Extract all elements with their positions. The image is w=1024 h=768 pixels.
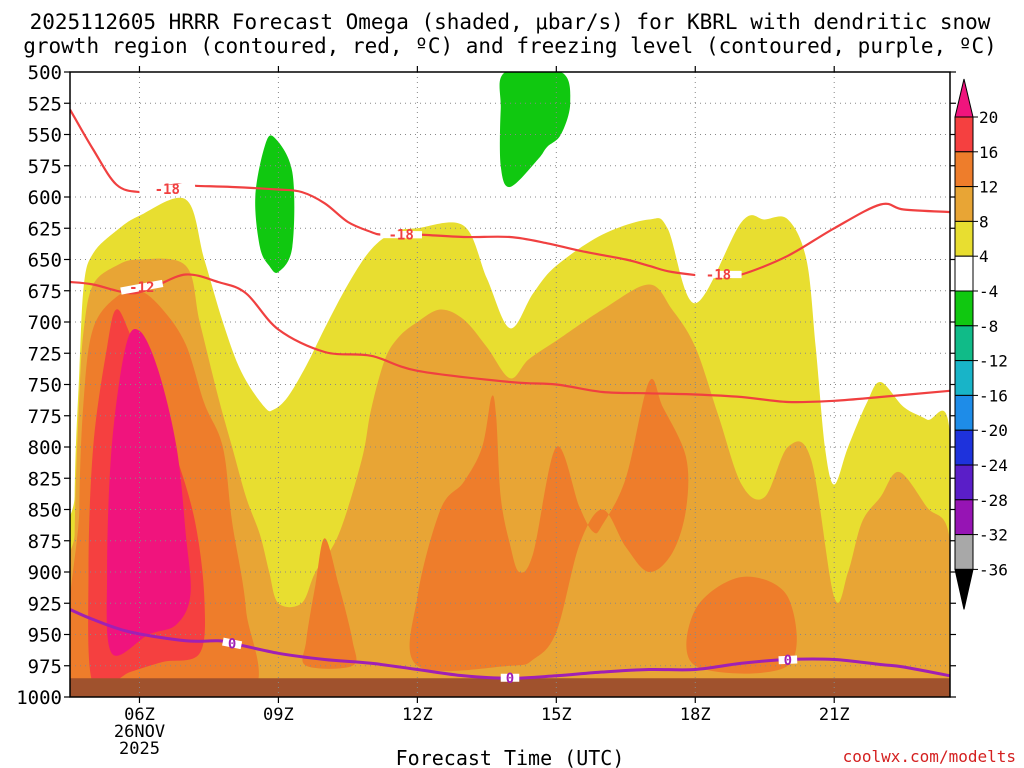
omega-12to16-b (302, 538, 357, 669)
colorbar-bottom-arrow (954, 568, 974, 610)
y-tick-label-725: 725 (28, 343, 62, 365)
contour-lines: -18 -18 -18 -12 0 0 0 (70, 108, 950, 687)
colorbar-tick-label-10: -24 (979, 456, 1008, 475)
chart-title-line2: growth region (contoured, red, ºC) and f… (23, 34, 997, 58)
colorbar-bin-10 (954, 429, 974, 466)
x-date-line2: 2025 (119, 739, 160, 759)
x-tick-label-06Z: 06Z (124, 705, 155, 725)
freezing-level-0C-contour-label: 0 (506, 671, 514, 687)
colorbar: 20 16 12 8 4 -4 -8 -12 -16 -20 -24 -28 -32 -36 (954, 78, 1008, 610)
dsg-minus12-contour-label: -12 (129, 280, 154, 296)
y-tick-label-575: 575 (28, 156, 62, 178)
y-tick-label-950: 950 (28, 625, 62, 647)
dsg-minus18-contour-label: -18 (706, 268, 731, 284)
dsg-minus18-contour-label-gap (139, 182, 196, 196)
x-axis-label: Forecast Time (UTC) (396, 746, 625, 768)
colorbar-tick-label-12: -32 (979, 526, 1008, 545)
colorbar-bin-3 (954, 186, 974, 222)
freezing-level-0C-contour-label-gap (778, 655, 798, 665)
y-tick-label-600: 600 (28, 187, 62, 209)
ground-layer (70, 678, 950, 697)
freezing-level-0C-contour (70, 608, 950, 680)
chart-title-line1: 2025112605 HRRR Forecast Omega (shaded, … (30, 10, 991, 34)
plot-area: -18 -18 -18 -12 0 0 0 (70, 72, 950, 697)
colorbar-bin-5 (954, 255, 974, 292)
dsg-minus12-contour (70, 273, 950, 404)
colorbar-tick-label-9: -20 (979, 421, 1008, 440)
y-tick-label-800: 800 (28, 437, 62, 459)
colorbar-bin-last (954, 534, 974, 570)
y-tick-label-700: 700 (28, 312, 62, 334)
omega-12to16-c (409, 378, 689, 672)
y-axis: 500 525 550 575 600 625 650 675 700 725 750 775 800 8… (16, 62, 956, 709)
y-tick-label-500: 500 (28, 62, 62, 84)
dsg-minus18-contour-label: -18 (389, 228, 414, 244)
colorbar-tick-label-8: -16 (979, 386, 1008, 405)
colorbar-bin-12 (954, 499, 974, 536)
y-tick-label-825: 825 (28, 468, 62, 490)
colorbar-bin-4 (954, 220, 974, 257)
colorbar-tick-label-5: -4 (979, 282, 998, 301)
omega-12to16-d (686, 576, 797, 674)
y-tick-label-750: 750 (28, 375, 62, 397)
colorbar-bin-1 (954, 116, 974, 153)
colorbar-bin-7 (954, 325, 974, 362)
colorbar-tick-label-4: 4 (979, 247, 989, 266)
colorbar-bin-9 (954, 394, 974, 431)
y-tick-label-875: 875 (28, 531, 62, 553)
x-tick-label-21Z: 21Z (819, 705, 850, 725)
dsg-minus18-contour-label: -18 (155, 182, 180, 198)
y-tick-label-625: 625 (28, 218, 62, 240)
x-tick-label-09Z: 09Z (263, 705, 294, 725)
colorbar-tick-label-13: -36 (979, 560, 1008, 579)
colorbar-tick-label-11: -28 (979, 491, 1008, 510)
colorbar-tick-label-6: -8 (979, 317, 998, 336)
omega-gt20 (106, 328, 191, 656)
y-tick-label-650: 650 (28, 250, 62, 272)
credit-text: coolwx.com/modelts (843, 747, 1016, 766)
freezing-level-0C-contour-label: 0 (228, 636, 236, 652)
y-tick-label-975: 975 (28, 656, 62, 678)
y-tick-label-900: 900 (28, 562, 62, 584)
x-tick-label-12Z: 12Z (402, 705, 433, 725)
colorbar-tick-label-0: 20 (979, 108, 998, 127)
y-tick-label-525: 525 (28, 93, 62, 115)
x-tick-label-18Z: 18Z (680, 705, 711, 725)
y-tick-label-775: 775 (28, 406, 62, 428)
y-tick-label-850: 850 (28, 500, 62, 522)
x-tick-label-15Z: 15Z (541, 705, 572, 725)
colorbar-tick-label-1: 16 (979, 143, 998, 162)
colorbar-tick-label-7: -12 (979, 352, 1008, 371)
colorbar-bin-8 (954, 360, 974, 396)
omega-neg4to8-a (255, 135, 295, 273)
x-date-line1: 26NOV (114, 722, 165, 742)
colorbar-bin-6 (954, 290, 974, 327)
colorbar-bin-2 (954, 151, 974, 188)
y-tick-label-925: 925 (28, 593, 62, 615)
ground-band (70, 678, 950, 697)
freezing-level-0C-contour-label-gap (222, 637, 243, 650)
colorbar-top-arrow (954, 78, 974, 118)
y-tick-label-550: 550 (28, 125, 62, 147)
grid-lines (70, 72, 950, 697)
colorbar-tick-label-2: 12 (979, 178, 998, 197)
freezing-level-0C-contour-label: 0 (784, 653, 792, 669)
y-tick-label-1000: 1000 (16, 687, 62, 709)
omega-neg4to8-b (499, 72, 571, 188)
y-tick-label-675: 675 (28, 281, 62, 303)
colorbar-bin-11 (954, 464, 974, 501)
colorbar-tick-label-3: 8 (979, 212, 989, 231)
dsg-minus12-contour-label-gap (120, 279, 164, 295)
